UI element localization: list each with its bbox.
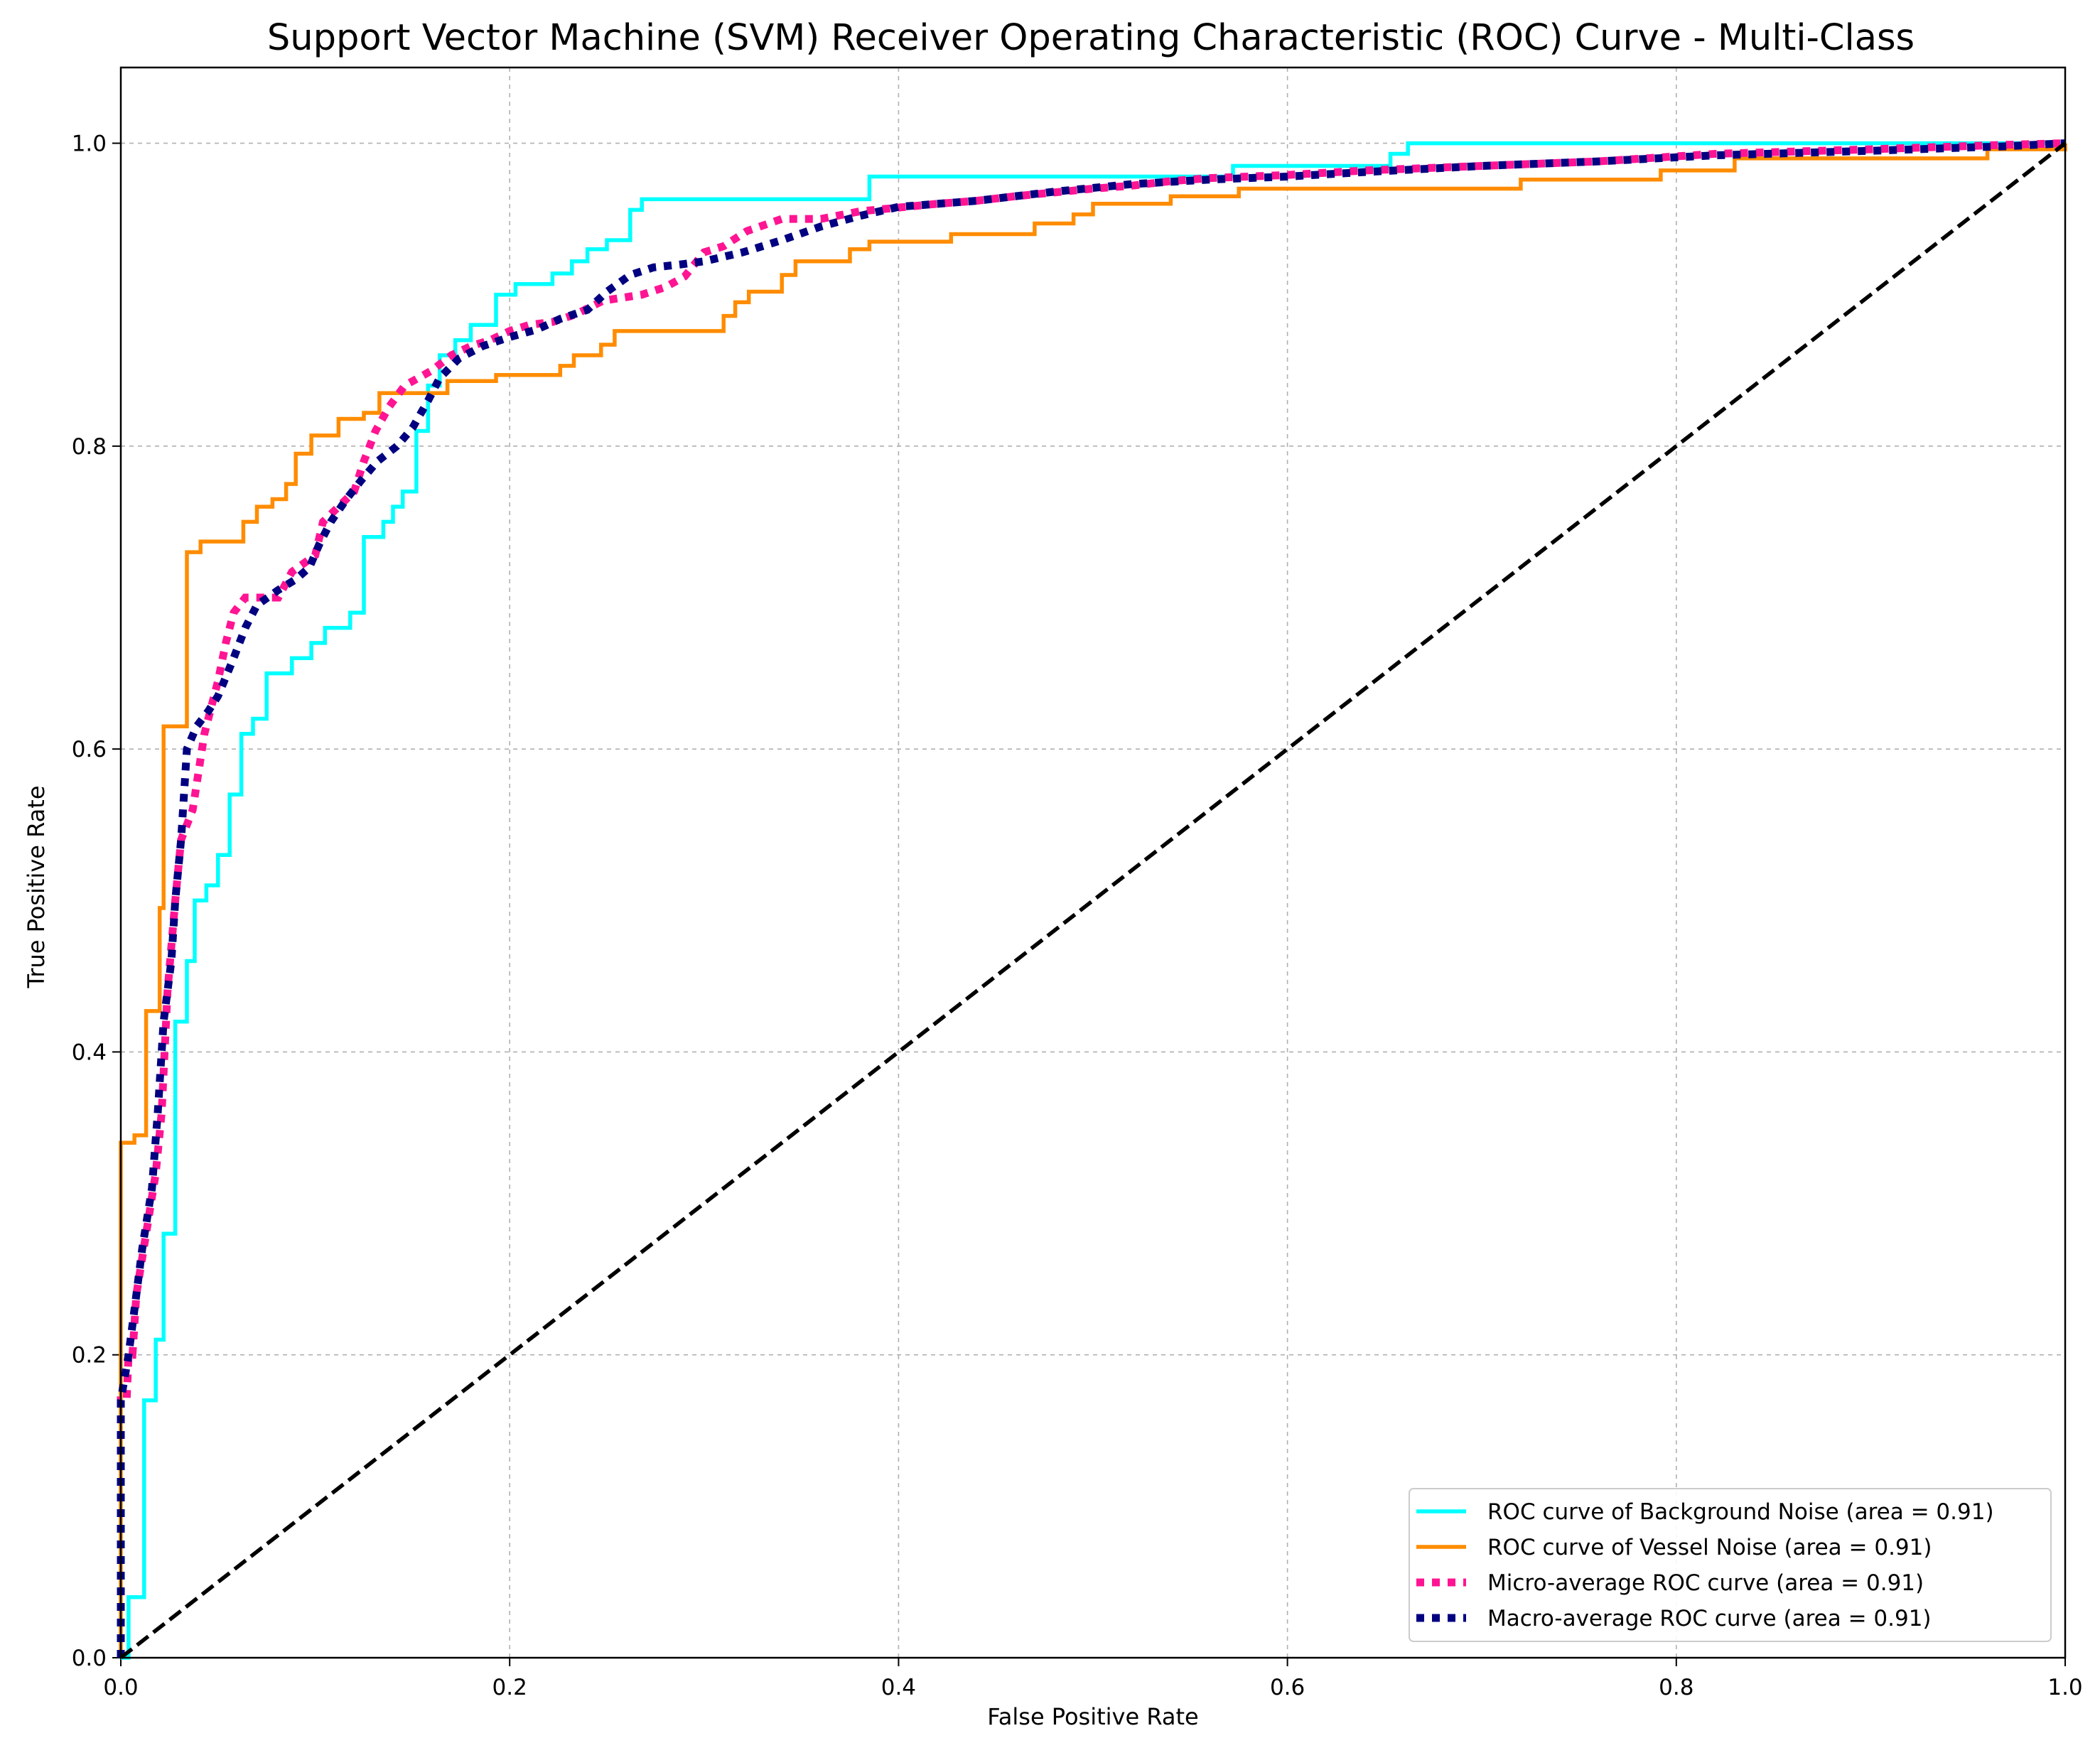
series-layer <box>117 139 2067 1660</box>
series-line-1 <box>119 143 2067 1658</box>
y-tick-label-4: 0.8 <box>72 434 107 460</box>
tick-layer: 0.0 0.2 0.4 0.6 0.8 1.0 0.0 0.2 0.4 0.6 0.8 1.0 <box>72 131 2083 1700</box>
legend-label-0: ROC curve of Background Noise (area = 0.… <box>1487 1499 1994 1525</box>
legend-box <box>1409 1488 2052 1642</box>
y-tick-label-0: 0.0 <box>72 1646 107 1671</box>
legend-label-3: Macro-average ROC curve (area = 0.91) <box>1487 1606 1932 1631</box>
series-line-0 <box>121 141 2065 1660</box>
x-tick-label-4: 0.8 <box>1659 1675 1694 1700</box>
y-tick-label-2: 0.4 <box>72 1040 107 1065</box>
legend-label-1: ROC curve of Vessel Noise (area = 0.91) <box>1487 1535 1932 1560</box>
plot-frame <box>119 66 2067 1659</box>
y-tick-label-5: 1.0 <box>72 131 107 157</box>
chance-reference-line <box>119 141 2067 1660</box>
x-tick-label-2: 0.4 <box>881 1675 916 1700</box>
grid-layer <box>120 68 2066 1658</box>
x-tick-label-0: 0.0 <box>103 1675 138 1700</box>
legend-label-2: Micro-average ROC curve (area = 0.91) <box>1487 1570 1924 1596</box>
x-tick-label-1: 0.2 <box>492 1675 527 1700</box>
y-tick-label-3: 0.6 <box>72 737 107 762</box>
y-tick-label-1: 0.2 <box>72 1343 107 1369</box>
x-tick-label-3: 0.6 <box>1270 1675 1305 1700</box>
chart-title: Support Vector Machine (SVM) Receiver Op… <box>267 17 1915 59</box>
y-axis-label: True Positive Rate <box>23 785 50 988</box>
x-axis-label: False Positive Rate <box>987 1703 1198 1730</box>
legend: ROC curve of Background Noise (area = 0.… <box>1409 1488 2052 1642</box>
series-line-3 <box>117 139 2066 1658</box>
x-tick-label-5: 1.0 <box>2047 1675 2082 1700</box>
series-line-2 <box>117 139 2066 1658</box>
